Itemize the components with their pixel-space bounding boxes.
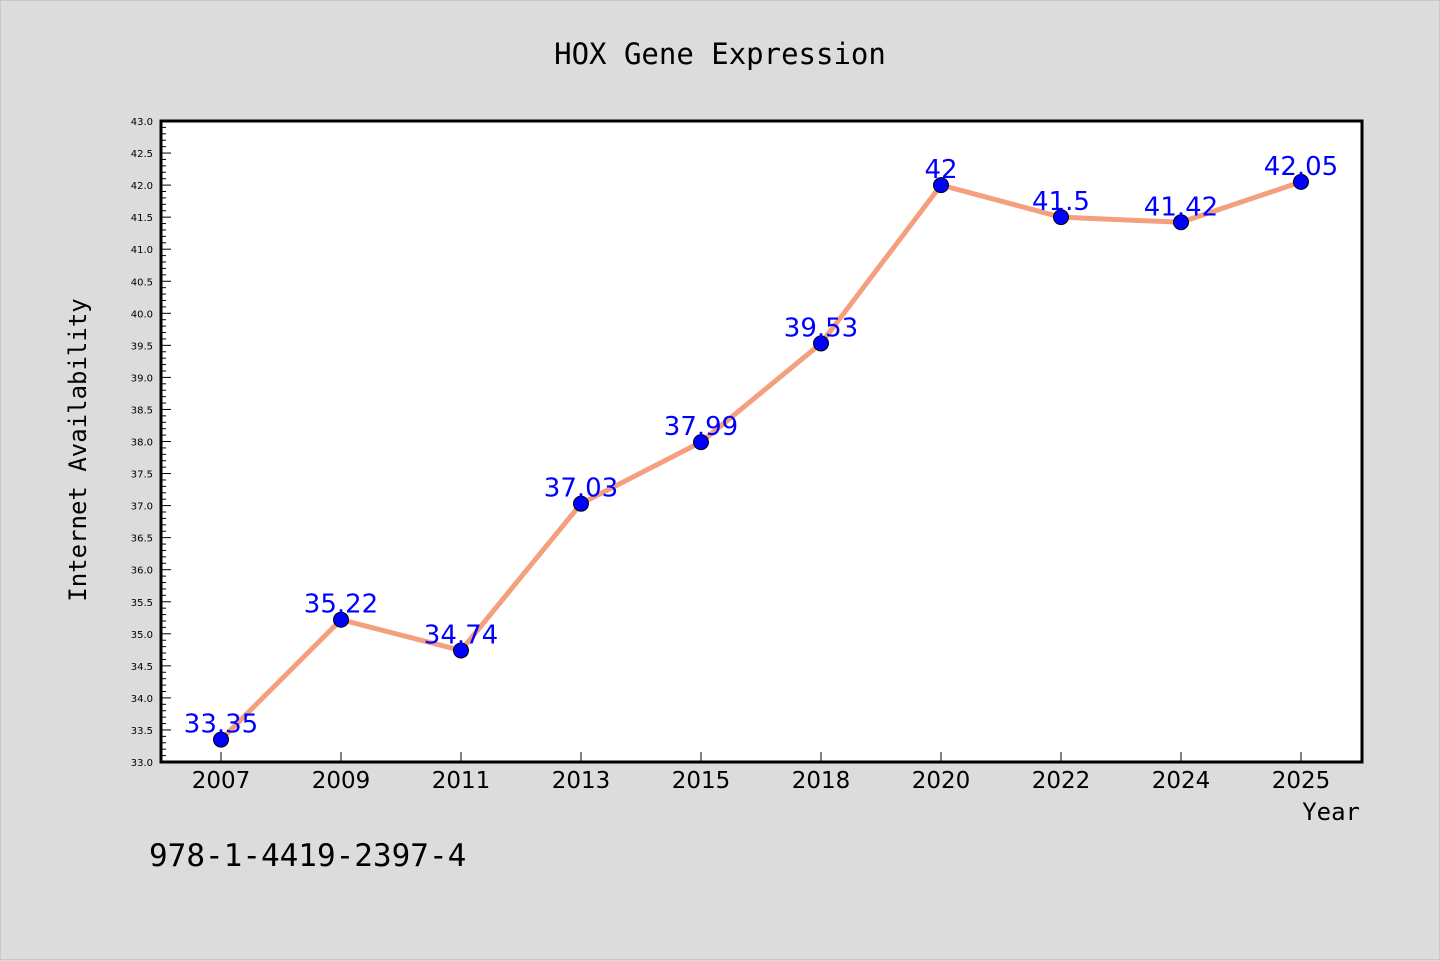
x-tick-label: 2025 (1272, 768, 1331, 794)
data-point-2011 (453, 642, 469, 659)
data-labels: 33.35 35.22 34.74 37.03 37.99 39.53 42 41.5 41.4… (184, 152, 1338, 740)
y-tick-label: 36.5 (131, 534, 153, 545)
y-tick-label: 42.0 (131, 181, 153, 192)
x-tick-label: 2011 (432, 768, 491, 794)
data-label-2024: 41.42 (1144, 192, 1218, 222)
data-points (213, 173, 1309, 748)
y-tick-label: 34.5 (131, 662, 153, 673)
x-tick-label: 2007 (192, 768, 251, 794)
y-tick-label: 35.5 (131, 598, 153, 609)
data-label-2020: 42 (924, 155, 957, 185)
y-tick-label: 41.0 (131, 245, 153, 256)
x-tick-label: 2015 (672, 768, 731, 794)
data-label-2022: 41.5 (1032, 187, 1090, 217)
y-tick-label: 43.0 (131, 117, 153, 128)
data-point-2024 (1173, 214, 1189, 231)
y-axis-label: Internet Availability (64, 298, 92, 601)
y-tick-label: 38.5 (131, 405, 153, 416)
data-point-2018 (813, 335, 829, 352)
data-point-2025 (1293, 173, 1309, 190)
y-tick-label: 37.5 (131, 470, 153, 481)
series-line (218, 179, 1304, 743)
y-tick-label: 36.0 (131, 566, 153, 577)
data-label-2009: 35.22 (304, 590, 378, 620)
data-label-2007: 33.35 (184, 710, 258, 740)
y-tick-label: 34.0 (131, 694, 153, 705)
y-tick-label: 41.5 (131, 213, 153, 224)
y-tick-label: 40.5 (131, 277, 153, 288)
data-point-2015 (693, 434, 709, 451)
y-tick-label: 42.5 (131, 149, 153, 160)
plot-area (159, 119, 1364, 764)
x-tick-label: 2022 (1032, 768, 1091, 794)
x-tick-label: 2018 (792, 768, 851, 794)
x-tick-label: 2020 (912, 768, 971, 794)
data-label-2018: 39.53 (784, 313, 858, 343)
x-axis-label: Year (1302, 798, 1360, 826)
y-tick-label: 33.0 (131, 758, 153, 769)
data-point-2013 (573, 495, 589, 512)
y-tick-label: 33.5 (131, 726, 153, 737)
y-tick-label: 37.0 (131, 502, 153, 513)
x-tick-label: 2009 (312, 768, 371, 794)
y-axis: 33.0 33.5 34.0 34.5 35.0 35.5 36.0 36.5 37.0 37.5… (131, 117, 171, 769)
y-tick-label: 38.0 (131, 438, 153, 449)
data-point-2020 (933, 177, 949, 194)
chart-title: HOX Gene Expression (554, 37, 886, 71)
data-label-2025: 42.05 (1264, 152, 1338, 182)
data-label-2011: 34.74 (424, 620, 498, 650)
data-point-2022 (1053, 209, 1069, 226)
y-tick-label: 35.0 (131, 630, 153, 641)
x-axis: 2007 2009 2011 2013 2015 2018 2020 2022 2024 2025 (192, 752, 1331, 794)
y-tick-label: 39.0 (131, 373, 153, 384)
x-tick-label: 2013 (552, 768, 611, 794)
x-tick-label: 2024 (1152, 768, 1211, 794)
data-point-2009 (333, 611, 349, 628)
y-tick-label: 40.0 (131, 309, 153, 320)
y-tick-label: 39.5 (131, 341, 153, 352)
data-point-2007 (213, 731, 229, 748)
data-label-2015: 37.99 (664, 412, 738, 442)
data-label-2013: 37.03 (544, 474, 618, 504)
isbn-text: 978-1-4419-2397-4 (149, 838, 466, 874)
